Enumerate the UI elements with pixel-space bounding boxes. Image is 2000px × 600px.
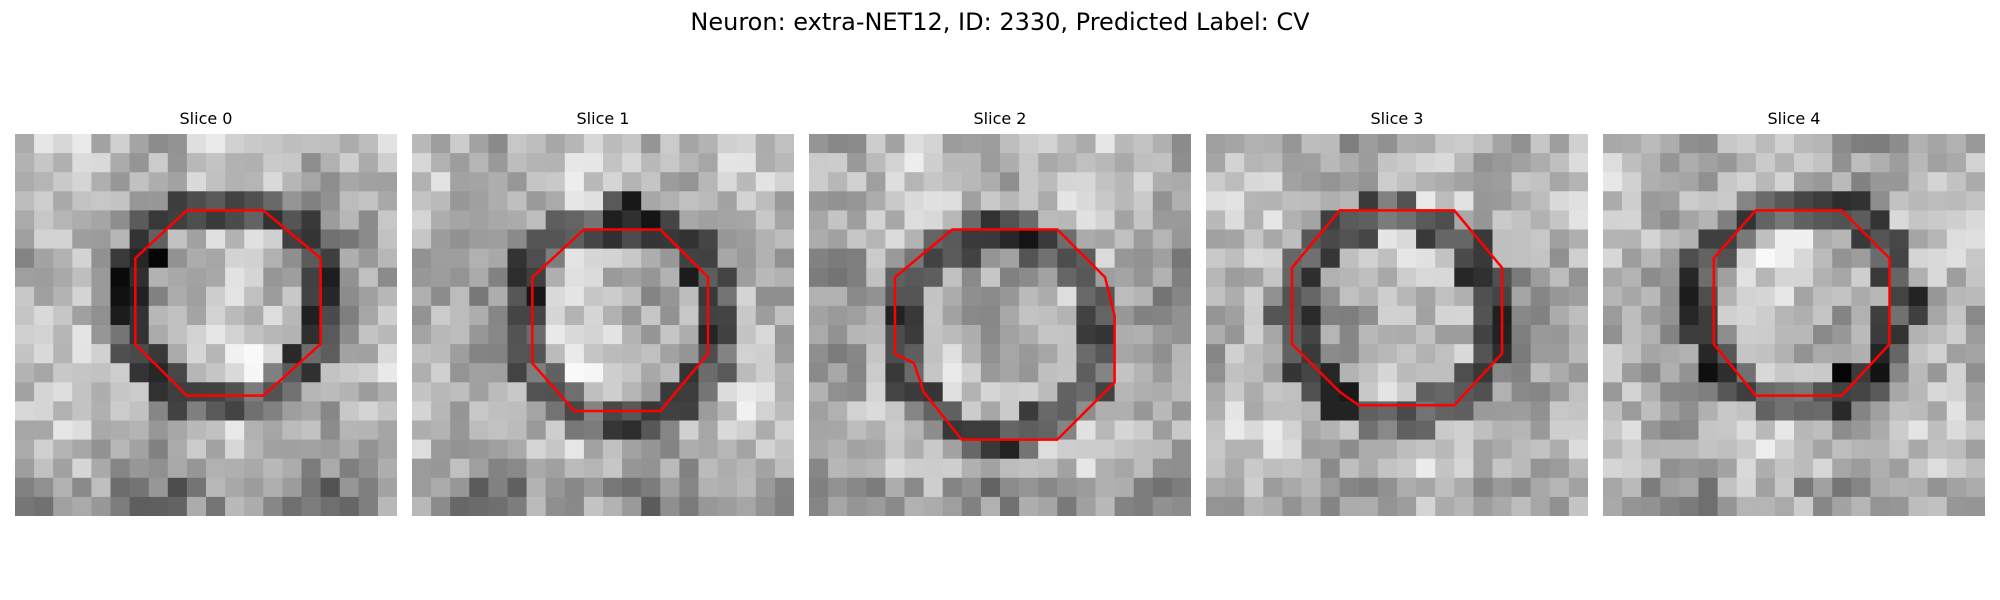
pixel-grid [15, 134, 397, 516]
pixel-grid [1603, 134, 1985, 516]
slice-title: Slice 2 [973, 109, 1027, 128]
slice-image [809, 134, 1191, 516]
slice-title: Slice 3 [1370, 109, 1424, 128]
segmentation-outline [893, 228, 1116, 441]
figure-title: Neuron: extra-NET12, ID: 2330, Predicted… [690, 8, 1310, 36]
slice-image [1206, 134, 1588, 516]
slice-title: Slice 1 [576, 109, 630, 128]
slice-image [1603, 134, 1985, 516]
panel-slice-1: Slice 1 [412, 108, 794, 516]
panel-slice-0: Slice 0 [15, 108, 397, 516]
slice-image [15, 134, 397, 516]
panel-slice-2: Slice 2 [809, 108, 1191, 516]
slice-title: Slice 4 [1767, 109, 1821, 128]
slice-image [412, 134, 794, 516]
pixel-grid [809, 134, 1191, 516]
segmentation-outline [134, 209, 322, 397]
pixel-grid [1206, 134, 1588, 516]
segmentation-outline [1712, 209, 1891, 397]
pixel-grid [412, 134, 794, 516]
slice-title: Slice 0 [179, 109, 233, 128]
panel-slice-3: Slice 3 [1206, 108, 1588, 516]
segmentation-outline [531, 228, 710, 413]
segmentation-outline [1290, 209, 1504, 407]
panel-slice-4: Slice 4 [1603, 108, 1985, 516]
